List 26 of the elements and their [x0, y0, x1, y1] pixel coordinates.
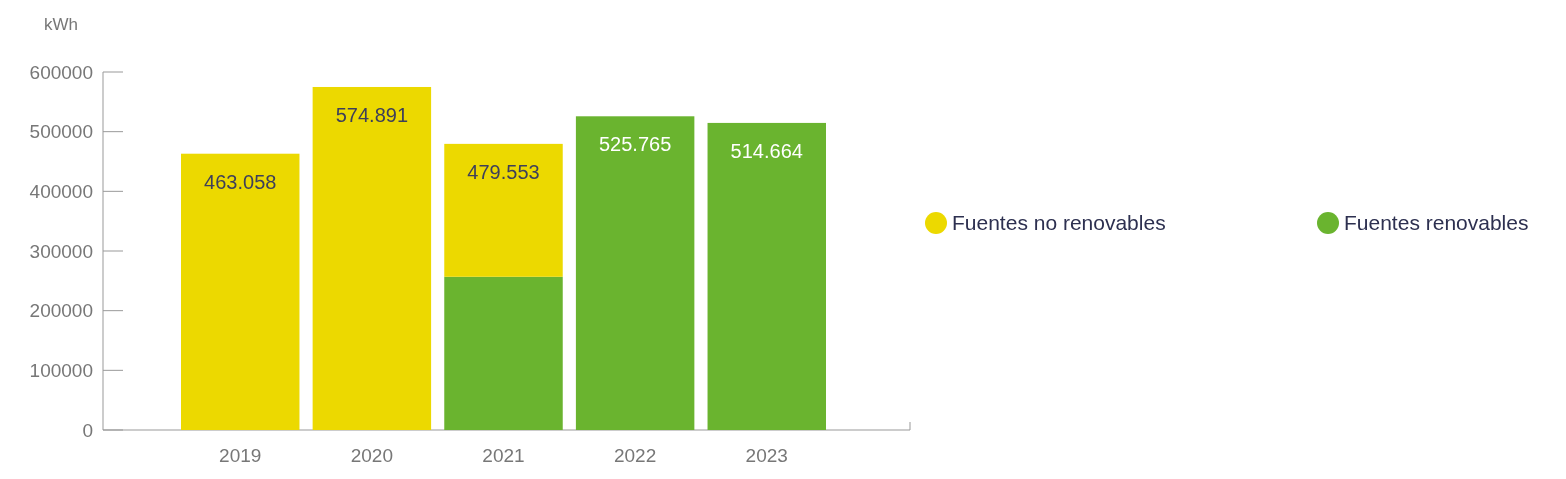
y-axis-title: kWh [44, 15, 78, 34]
total-label: 525.765 [598, 133, 672, 156]
x-tick-label: 2021 [482, 445, 525, 466]
legend-label: Fuentes no renovables [952, 211, 1166, 235]
total-label: 574.891 [335, 103, 409, 126]
total-label: 514.664 [730, 139, 803, 162]
y-tick-label: 0 [82, 419, 93, 441]
bar [181, 153, 300, 430]
bar [707, 122, 826, 430]
legend-label: Fuentes renovables [1344, 211, 1529, 235]
y-tick-label: 400000 [29, 180, 93, 202]
x-tick-label: 2022 [613, 445, 657, 466]
y-tick-label: 500000 [29, 121, 93, 143]
x-tick-label: 2020 [350, 445, 394, 466]
x-tick-label: 2019 [219, 445, 262, 466]
bar [444, 143, 563, 277]
y-tick-label: 300000 [29, 240, 93, 262]
y-tick-label: 100000 [29, 359, 93, 381]
total-label: 463.058 [204, 170, 277, 193]
bar [575, 116, 695, 430]
bar [312, 86, 432, 430]
total-label: 479.553 [467, 160, 540, 183]
bar [444, 276, 563, 430]
x-tick-label: 2023 [745, 445, 788, 466]
y-tick-label: 600000 [29, 61, 93, 83]
y-tick-label: 200000 [29, 300, 93, 322]
